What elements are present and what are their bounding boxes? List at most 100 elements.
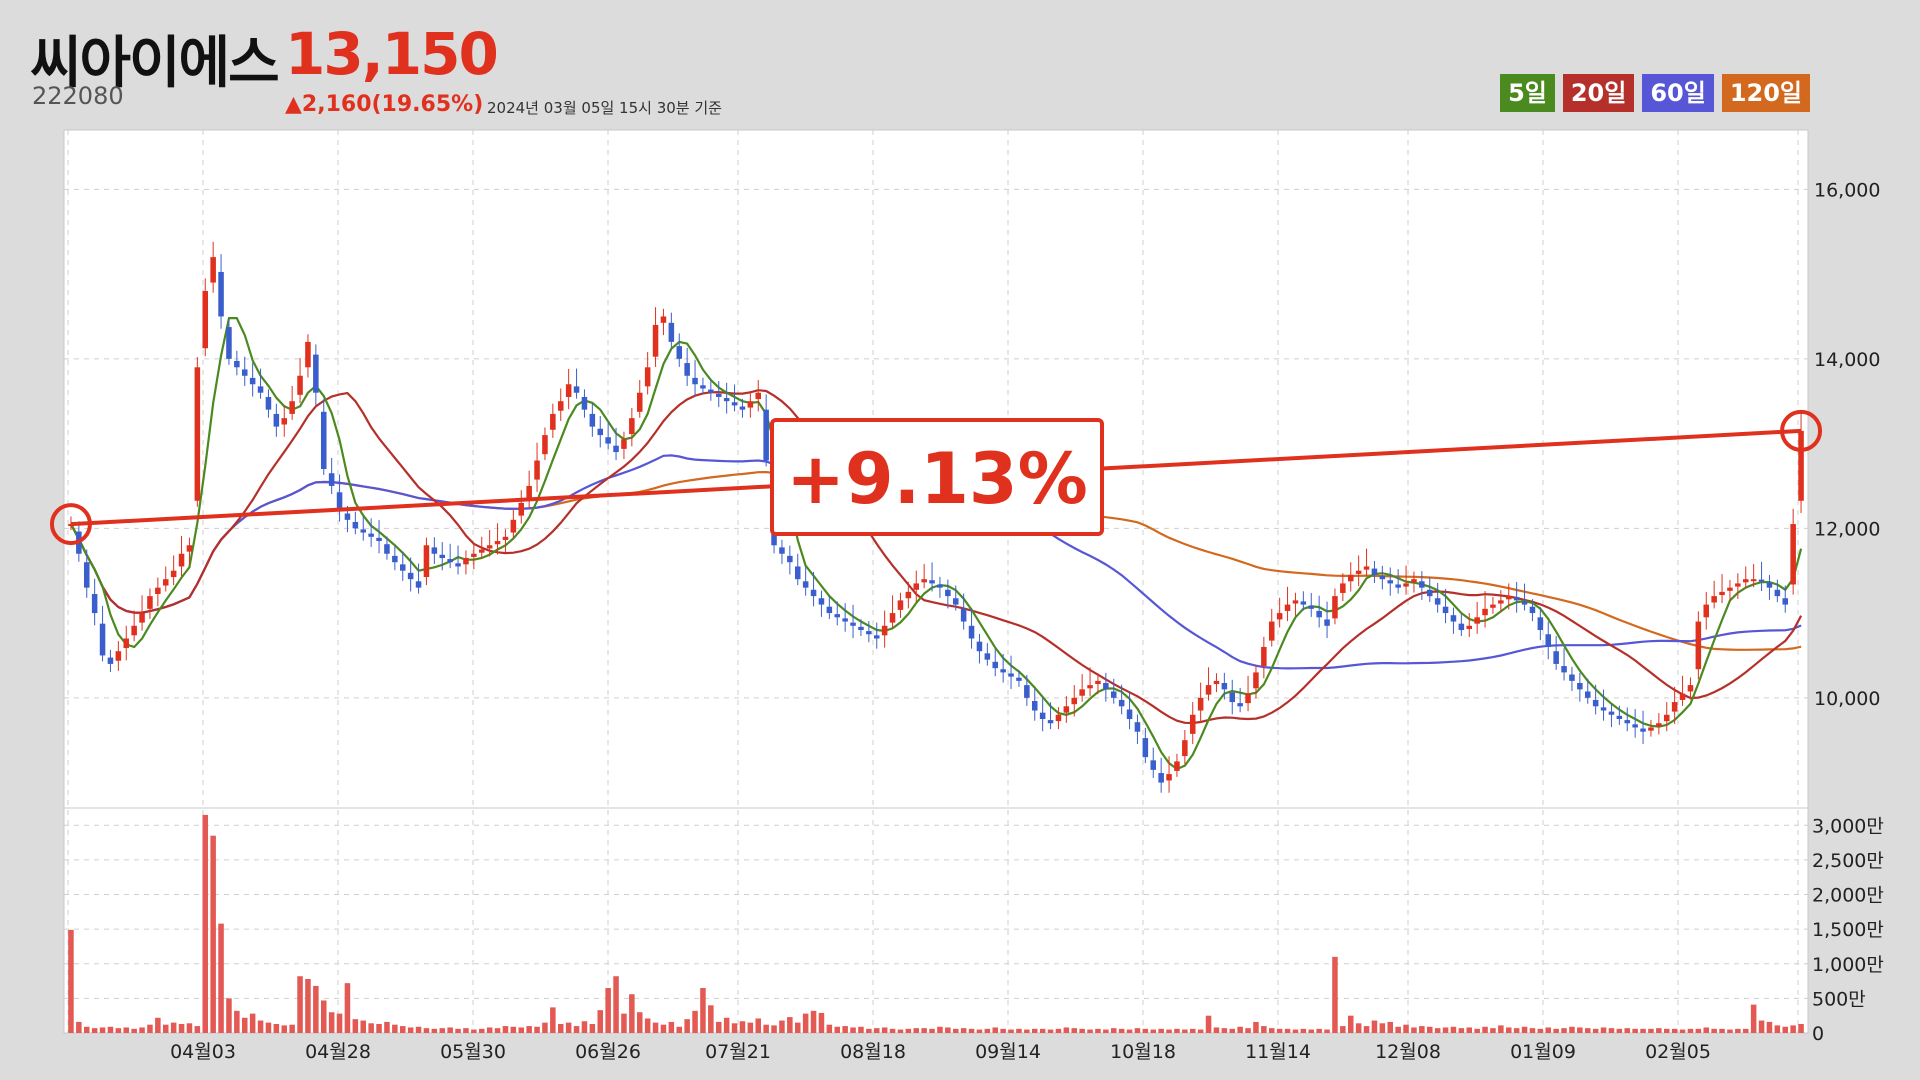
volume-bar xyxy=(376,1024,382,1033)
candle-body xyxy=(218,271,224,317)
volume-bar xyxy=(1703,1027,1710,1033)
volume-bar xyxy=(929,1028,935,1033)
candle-body xyxy=(1403,583,1409,587)
price-tick-label: 12,000 xyxy=(1814,518,1880,540)
x-tick-label: 10월18 xyxy=(1110,1041,1176,1063)
volume-bar xyxy=(1561,1028,1567,1033)
candle-body xyxy=(1110,691,1117,698)
candle-body xyxy=(1663,714,1670,722)
volume-bar xyxy=(131,1028,137,1033)
volume-bar xyxy=(1553,1028,1559,1033)
volume-bar xyxy=(392,1024,398,1033)
x-tick-label: 06월26 xyxy=(575,1041,641,1063)
volume-bar xyxy=(858,1026,864,1033)
volume-bar xyxy=(1197,1029,1204,1033)
candle-body xyxy=(1577,682,1583,690)
candle-body xyxy=(1276,613,1283,620)
candle-body xyxy=(565,384,572,397)
volume-bar xyxy=(305,979,311,1033)
candle-body xyxy=(1261,646,1267,667)
candle-body xyxy=(715,393,722,397)
candle-body xyxy=(202,291,209,349)
volume-bar xyxy=(289,1024,295,1033)
candle-body xyxy=(273,413,280,427)
volume-tick-label: 2,500만 xyxy=(1812,850,1884,872)
x-tick-label: 11월14 xyxy=(1245,1041,1311,1063)
volume-bar xyxy=(423,1028,430,1033)
volume-bar xyxy=(968,1028,975,1033)
volume-bar xyxy=(194,1026,201,1033)
candle-body xyxy=(510,519,517,533)
candle-body xyxy=(1095,680,1101,685)
volume-tick-label: 1,500만 xyxy=(1812,919,1884,941)
candle-body xyxy=(1774,589,1781,597)
volume-bar xyxy=(1063,1027,1070,1033)
ma-badge[interactable]: 60일 xyxy=(1642,74,1714,112)
volume-bar xyxy=(676,1026,683,1033)
volume-bar xyxy=(123,1027,130,1033)
volume-bar xyxy=(1450,1026,1457,1033)
volume-bar xyxy=(218,923,224,1033)
volume-bar xyxy=(115,1028,122,1033)
volume-bar xyxy=(170,1022,177,1033)
volume-bar xyxy=(1087,1029,1093,1033)
candle-body xyxy=(131,625,137,636)
volume-bar xyxy=(605,988,611,1033)
price-change: ▲2,160(19.65%) xyxy=(285,92,484,117)
volume-bar xyxy=(1640,1028,1646,1033)
volume-bar xyxy=(1245,1028,1251,1033)
volume-tick-label: 1,000만 xyxy=(1812,954,1884,976)
candle-body xyxy=(1742,579,1749,583)
volume-bar xyxy=(76,1021,82,1033)
volume-bar xyxy=(1434,1028,1441,1033)
volume-tick-label: 3,000만 xyxy=(1812,815,1884,837)
candle-body xyxy=(1229,692,1236,703)
candle-body xyxy=(107,657,114,664)
candle-body xyxy=(826,606,833,614)
volume-bar xyxy=(818,1012,825,1033)
volume-bar xyxy=(779,1020,785,1033)
candle-body xyxy=(455,563,461,567)
candle-body xyxy=(818,598,825,605)
volume-bar xyxy=(281,1025,288,1033)
volume-bar xyxy=(644,1018,651,1033)
volume-bar xyxy=(486,1027,493,1033)
x-tick-label: 01월09 xyxy=(1510,1041,1576,1063)
volume-bar xyxy=(463,1028,469,1033)
volume-bar xyxy=(415,1026,422,1033)
volume-bar xyxy=(1387,1021,1394,1033)
volume-bar xyxy=(1711,1028,1717,1033)
volume-bar xyxy=(1016,1028,1022,1033)
candle-body xyxy=(1268,621,1275,641)
volume-bar xyxy=(328,1012,335,1033)
volume-bar xyxy=(1663,1028,1670,1033)
x-tick-label: 04월28 xyxy=(305,1041,371,1063)
volume-bar xyxy=(1047,1029,1054,1033)
volume-bar xyxy=(802,1013,809,1033)
ma-badge[interactable]: 20일 xyxy=(1562,74,1635,112)
volume-bar xyxy=(502,1026,509,1033)
candle-body xyxy=(502,536,509,540)
volume-tick-label: 0 xyxy=(1812,1023,1824,1045)
candle-body xyxy=(1719,591,1725,596)
volume-bar xyxy=(747,1022,754,1033)
candle-body xyxy=(344,513,351,520)
volume-bar xyxy=(494,1028,501,1033)
volume-bar xyxy=(723,1017,730,1033)
volume-bar xyxy=(1695,1028,1702,1033)
volume-bar xyxy=(763,1024,769,1033)
volume-bar xyxy=(826,1024,833,1033)
ma-badge[interactable]: 5일 xyxy=(1500,74,1555,112)
header: 씨아이에스 222080 13,150 ▲2,160(19.65%) 2024년… xyxy=(0,0,1920,130)
candle-body xyxy=(1016,677,1022,681)
candle-body xyxy=(605,437,611,444)
candle-body xyxy=(613,445,619,453)
candle-body xyxy=(1561,666,1567,673)
volume-bar xyxy=(1253,1021,1259,1033)
volume-bar xyxy=(952,1028,959,1033)
ma-badge[interactable]: 120일 xyxy=(1721,74,1810,112)
candle-body xyxy=(1766,582,1773,588)
candle-body xyxy=(1387,580,1394,584)
volume-bar xyxy=(320,1000,327,1033)
